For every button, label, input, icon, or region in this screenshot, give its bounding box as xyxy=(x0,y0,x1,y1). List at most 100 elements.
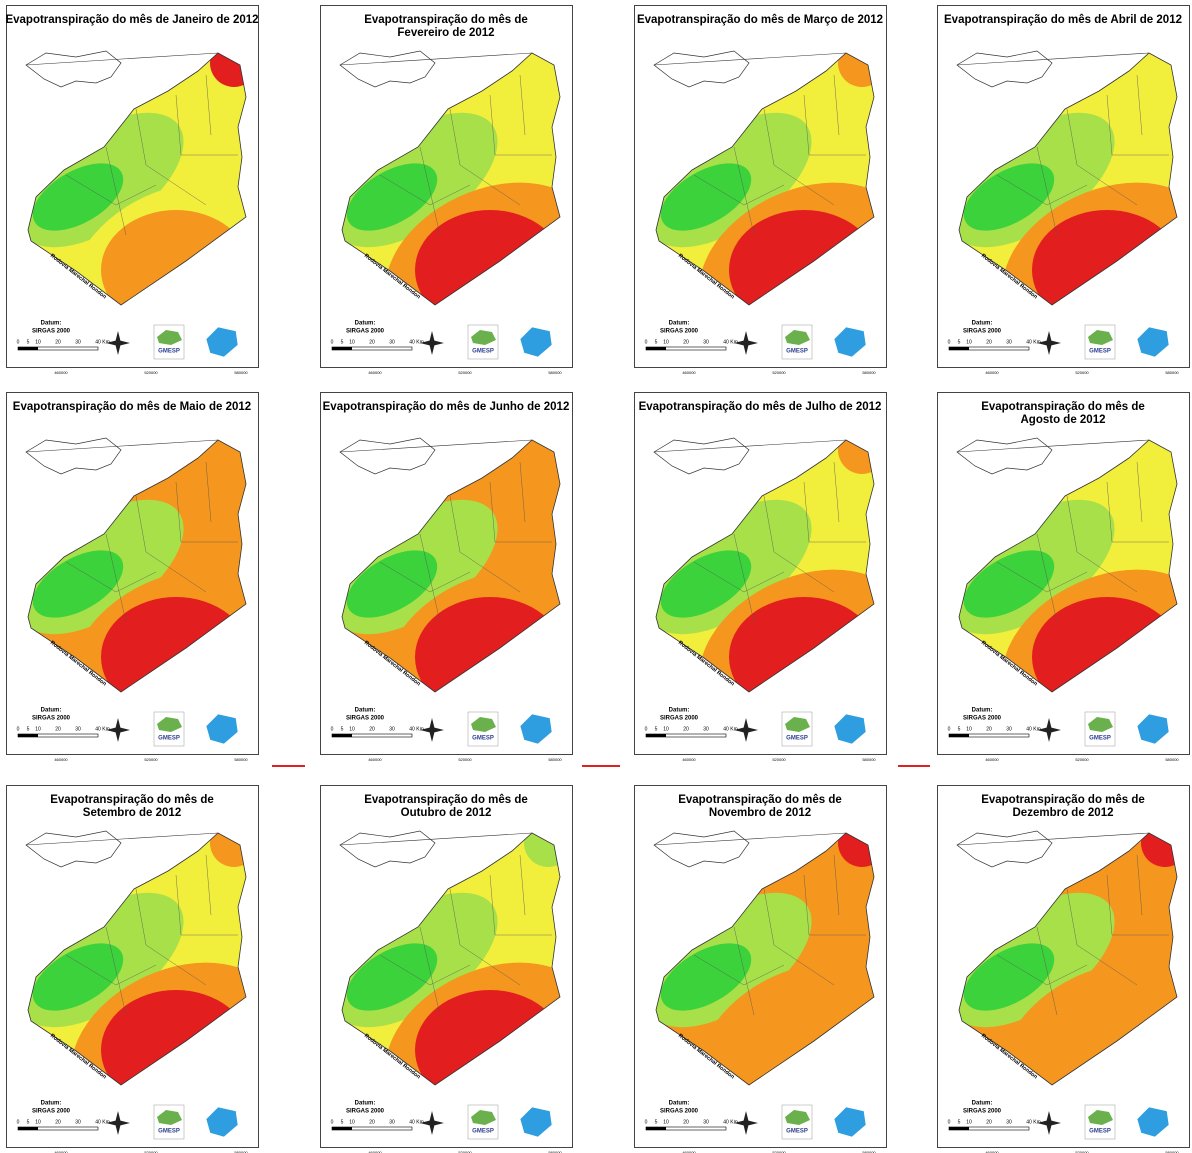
scale-label: 30 xyxy=(389,339,395,345)
logo-shape xyxy=(785,1110,810,1125)
map-title: Setembro de 2012 xyxy=(83,807,181,819)
coord-label: 580000 xyxy=(234,1150,248,1153)
region-outline xyxy=(958,439,1178,693)
map-title: Evapotranspiração do mês de xyxy=(981,401,1145,413)
scale-label: 5 xyxy=(655,339,658,345)
scale-label: 5 xyxy=(27,726,30,732)
datum-value: SIRGAS 2000 xyxy=(346,329,385,335)
municipal-lines xyxy=(693,854,866,1016)
coord-label: 520000 xyxy=(144,1150,158,1153)
map-title: Novembro de 2012 xyxy=(709,807,811,819)
scale-label: 10 xyxy=(966,1119,972,1125)
zone-west xyxy=(32,550,124,618)
coord-label: 460000 xyxy=(54,757,68,762)
scale-label: Km xyxy=(102,339,110,345)
map-panel: Evapotranspiração do mês de Janeiro de 2… xyxy=(5,5,259,375)
zone-northeast xyxy=(524,833,560,867)
logo-text: GMESP xyxy=(472,349,494,355)
blue-icon xyxy=(519,1106,553,1138)
municipal-lines xyxy=(379,461,552,623)
logo-text: GMESP xyxy=(786,1129,808,1135)
logo-shape xyxy=(785,717,810,732)
coord-label: 580000 xyxy=(548,757,562,762)
logo-text: GMESP xyxy=(158,349,180,355)
map-title: Evapotranspiração do mês de Julho de 201… xyxy=(639,401,882,413)
scale-bar-fill xyxy=(332,734,352,737)
scale-label: 40 xyxy=(1026,339,1032,345)
scale-label: 0 xyxy=(331,726,334,732)
scale-label: 10 xyxy=(349,1119,355,1125)
scale-label: 5 xyxy=(341,726,344,732)
logo-shape xyxy=(1088,330,1113,345)
zone-northeast xyxy=(1141,833,1177,867)
scale-label: 40 xyxy=(409,726,415,732)
scale-label: 10 xyxy=(663,1119,669,1125)
municipal-lines xyxy=(693,461,866,623)
scale-label: 30 xyxy=(75,339,81,345)
blue-icon xyxy=(205,1106,239,1138)
zone-west xyxy=(346,163,438,231)
blue-icon xyxy=(833,713,867,745)
datum-value: SIRGAS 2000 xyxy=(32,329,71,335)
coord-label: 520000 xyxy=(144,757,158,762)
scale-label: 5 xyxy=(958,726,961,732)
scale-label: 40 xyxy=(95,339,101,345)
municipal-lines xyxy=(996,854,1169,1016)
scale-label: 40 xyxy=(723,726,729,732)
zone-west xyxy=(32,943,124,1011)
scale-label: 10 xyxy=(35,339,41,345)
datum-label: Datum: xyxy=(41,708,62,714)
datum-label: Datum: xyxy=(669,321,690,327)
map-panel: Evapotranspiração do mês de Abril de 201… xyxy=(937,5,1190,375)
north-arrow xyxy=(1037,1111,1061,1135)
map-title: Evapotranspiração do mês de Junho de 201… xyxy=(323,401,570,413)
datum-value: SIRGAS 2000 xyxy=(963,1109,1002,1115)
scale-label: 30 xyxy=(703,726,709,732)
state-outline xyxy=(339,50,436,88)
datum-label: Datum: xyxy=(972,1101,993,1107)
scale-label: 0 xyxy=(331,1119,334,1125)
region-outline xyxy=(341,439,561,693)
scale-label: 0 xyxy=(17,339,20,345)
scale-label: 10 xyxy=(349,726,355,732)
map-panel: Evapotranspiração do mês de Maio de 2012… xyxy=(6,392,259,762)
region-outline xyxy=(27,439,247,693)
zone-west xyxy=(963,163,1055,231)
coord-label: 460000 xyxy=(985,370,999,375)
north-arrow xyxy=(1037,718,1061,742)
logo-shape xyxy=(157,1110,182,1125)
scale-label: 30 xyxy=(1006,726,1012,732)
zone-west xyxy=(660,163,752,231)
state-outline xyxy=(956,50,1053,88)
scale-label: Km xyxy=(730,1119,738,1125)
coord-label: 580000 xyxy=(862,1150,876,1153)
scale-label: 0 xyxy=(17,726,20,732)
state-outline xyxy=(25,437,122,475)
zone-northeast xyxy=(524,53,560,87)
coord-label: 460000 xyxy=(682,370,696,375)
logo-text: GMESP xyxy=(158,1129,180,1135)
scale-label: 40 xyxy=(409,339,415,345)
datum-value: SIRGAS 2000 xyxy=(963,716,1002,722)
municipal-lines xyxy=(65,854,238,1016)
north-arrow xyxy=(734,331,758,355)
blue-icon xyxy=(1136,713,1170,745)
map-panel: Evapotranspiração do mês de Março de 201… xyxy=(634,5,887,375)
zone-west xyxy=(963,943,1055,1011)
coord-label: 460000 xyxy=(985,1150,999,1153)
zone-northeast xyxy=(210,440,246,474)
datum-label: Datum: xyxy=(972,708,993,714)
scale-label: 40 xyxy=(95,726,101,732)
scale-bar-fill xyxy=(646,1127,666,1130)
logo-text: GMESP xyxy=(1089,736,1111,742)
coord-label: 520000 xyxy=(772,370,786,375)
state-outline xyxy=(339,437,436,475)
coord-label: 580000 xyxy=(234,757,248,762)
scale-bar-fill xyxy=(18,734,38,737)
zone-northeast xyxy=(838,53,874,87)
scale-bar-fill xyxy=(949,734,969,737)
map-title: Evapotranspiração do mês de xyxy=(678,794,842,806)
datum-value: SIRGAS 2000 xyxy=(346,1109,385,1115)
